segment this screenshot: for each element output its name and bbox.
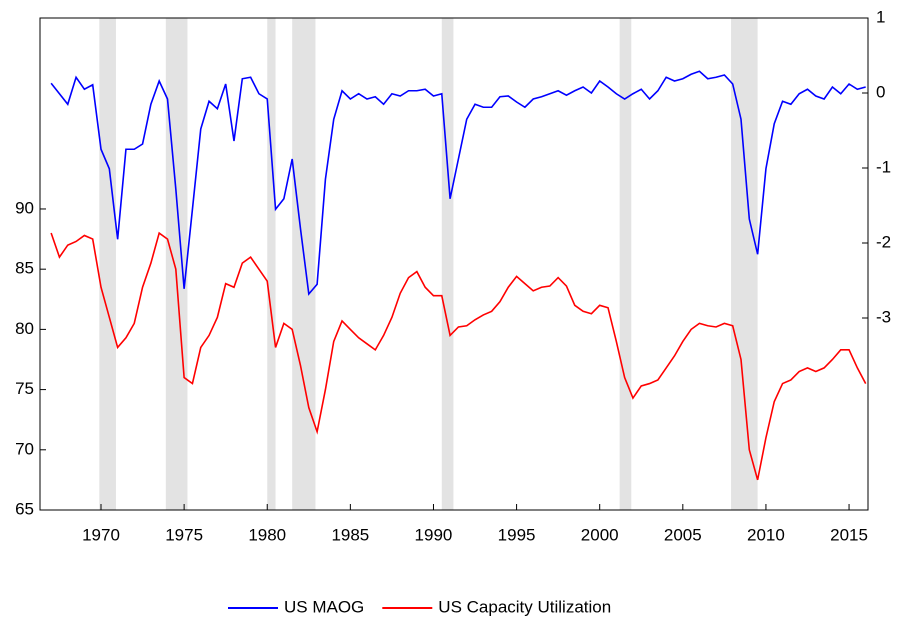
series-line <box>50 231 867 481</box>
y-tick-label: 70 <box>15 439 34 458</box>
y-tick-label: 90 <box>15 198 34 217</box>
y2-tick-label: -2 <box>876 232 891 251</box>
plot-frame <box>39 17 869 511</box>
recession-band <box>292 18 316 510</box>
recession-band <box>441 18 454 510</box>
legend-label: US MAOG <box>284 597 364 616</box>
y-tick-label: 75 <box>15 379 34 398</box>
x-tick-label: 2005 <box>664 525 702 544</box>
x-tick-label: 2015 <box>830 525 868 544</box>
recession-band <box>99 18 116 510</box>
x-tick-label: 1980 <box>248 525 286 544</box>
y2-tick-label: 1 <box>876 7 885 26</box>
x-tick-label: 2000 <box>581 525 619 544</box>
y2-tick-label: -3 <box>876 307 891 326</box>
y2-tick-label: 0 <box>876 82 885 101</box>
x-tick-label: 1975 <box>165 525 203 544</box>
legend-label: US Capacity Utilization <box>438 597 611 616</box>
y-tick-label: 65 <box>15 499 34 518</box>
y-tick-label: 85 <box>15 259 34 278</box>
recession-band <box>731 18 758 510</box>
x-tick-label: 1990 <box>415 525 453 544</box>
recession-band <box>267 18 276 510</box>
y-tick-label: 80 <box>15 319 34 338</box>
y2-tick-label: -1 <box>876 157 891 176</box>
x-tick-label: 1985 <box>331 525 369 544</box>
series-line <box>50 70 866 296</box>
x-tick-label: 1995 <box>498 525 536 544</box>
recession-band <box>165 18 188 510</box>
recession-band <box>619 18 632 510</box>
x-tick-label: 2010 <box>747 525 785 544</box>
x-tick-label: 1970 <box>82 525 120 544</box>
